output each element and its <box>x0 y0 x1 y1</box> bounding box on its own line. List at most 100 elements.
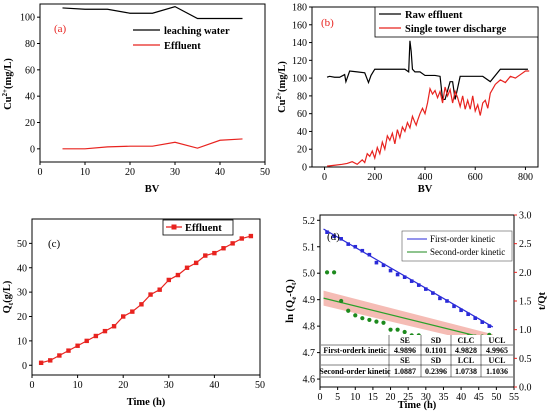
x-tick-label: 40 <box>209 380 219 391</box>
first-order-point <box>431 291 435 295</box>
first-order-point <box>424 287 428 291</box>
first-order-point <box>452 304 456 309</box>
data-point <box>203 253 208 258</box>
x-tick-label: 20 <box>118 380 128 391</box>
data-point <box>75 343 80 348</box>
chart-a-y-label: Cu2+(mg/L) <box>1 58 14 110</box>
data-point <box>221 246 226 251</box>
y2-tick-label: 0.0 <box>519 383 532 394</box>
first-order-point <box>438 296 442 301</box>
chart-b-series <box>326 40 530 167</box>
x-tick-label: 0 <box>318 392 323 403</box>
data-point <box>130 309 135 314</box>
y-tick-label: 60 <box>297 109 307 120</box>
x-tick-label: 20 <box>386 392 396 403</box>
chart-a-panel-label: (a) <box>54 23 67 35</box>
chart-c-panel-label: (c) <box>48 238 61 250</box>
chart-d-ticks: 0 5 10 15 20 25 30 35 40 45 50 55 4.6 4.7 4.8 4.9 5.0 5.1… <box>303 211 532 404</box>
data-point <box>48 358 53 363</box>
y2-tick-label: 3.0 <box>519 211 532 222</box>
x-tick-label: 0 <box>322 172 327 183</box>
chart-c-legend: Effluent <box>162 219 234 236</box>
chart-a: 0 10 20 30 40 50 0 20 40 60 80 100 (a) leaching wat… <box>1 3 270 195</box>
data-point <box>102 328 108 334</box>
y-tick-label: 4.9 <box>303 295 316 306</box>
chart-c-ticks: 0 10 20 30 40 50 0 10 20 30 40 50 <box>17 239 265 391</box>
table-r1-sd: 0.1101 <box>425 346 447 355</box>
x-tick-label: 50 <box>255 380 265 391</box>
data-point <box>230 241 235 246</box>
chart-c-x-label: Time (h) <box>127 397 166 408</box>
chart-a-ticks: 0 10 20 30 40 50 0 20 40 60 80 100 <box>20 13 270 178</box>
table-r2-lcl: 1.0738 <box>455 367 477 376</box>
first-order-fit-line <box>323 228 494 328</box>
first-order-point <box>445 299 449 303</box>
y-tick-label: 0 <box>22 361 27 372</box>
series-line-leaching-water <box>62 5 243 20</box>
data-point <box>248 233 254 239</box>
x-tick-label: 20 <box>125 167 135 178</box>
y-tick-label: 20 <box>17 312 27 323</box>
x-tick-label: 35 <box>438 392 448 403</box>
chart-d-y2-label: t/Qt <box>537 291 548 310</box>
x-tick-label: 10 <box>73 380 83 391</box>
legend-second-order: Second-order kinetic <box>430 247 505 257</box>
x-tick-label: 200 <box>367 172 382 183</box>
table-h2-lcl: LCL <box>458 356 474 365</box>
data-point <box>166 277 171 283</box>
first-order-point <box>374 260 379 265</box>
table-r2-sd: 0.2396 <box>425 367 447 376</box>
first-order-point <box>459 308 463 313</box>
y-tick-label: 120 <box>292 56 307 67</box>
first-order-point <box>466 312 470 317</box>
data-point <box>121 314 126 319</box>
x-tick-label: 0 <box>38 167 43 178</box>
first-order-point <box>480 320 485 324</box>
second-order-point <box>395 327 400 332</box>
chart-d-stats-table: SE SD CLC UCL First-orderk inetic 4.9896… <box>319 335 513 379</box>
legend-raw-effluent: Raw effluent <box>405 10 463 21</box>
x-tick-label: 40 <box>215 167 225 178</box>
data-point <box>212 250 217 256</box>
series-line-effluent <box>40 235 252 364</box>
table-h1-se: SE <box>400 336 410 345</box>
x-tick-label: 15 <box>368 392 378 403</box>
first-order-point <box>473 316 477 320</box>
y-tick-label: 20 <box>25 118 35 129</box>
chart-c-frame <box>31 218 261 376</box>
y-tick-label: 20 <box>297 145 307 156</box>
chart-d-legend: First-order kinetic Second-order kinetic <box>401 230 513 262</box>
table-h1-clc: CLC <box>458 336 475 345</box>
y-tick-label: 50 <box>17 239 27 250</box>
table-row2-label: Second-order kinetic <box>319 367 391 376</box>
second-order-point <box>332 270 337 275</box>
legend-effluent: Effluent <box>164 41 201 52</box>
table-h2-ucl: UCL <box>489 356 506 365</box>
second-order-point <box>360 316 365 321</box>
data-point <box>38 360 44 366</box>
data-point <box>111 324 117 329</box>
chart-d-confidence-band <box>323 290 493 346</box>
chart-d: 0 5 10 15 20 25 30 35 40 45 50 55 4.6 4.7 4.8 4.9 5.0 5.1… <box>285 211 548 412</box>
x-tick-label: 10 <box>80 167 90 178</box>
second-order-point <box>381 320 386 325</box>
chart-c: 0 10 20 30 40 50 0 10 20 30 40 50 (c) Effluent Time… <box>2 218 265 408</box>
y2-tick-label: 2.5 <box>519 239 532 250</box>
table-h2-se: SE <box>400 356 410 365</box>
series-line-effluent <box>62 138 243 150</box>
table-r2-se: 1.0887 <box>394 367 416 376</box>
table-h2-sd: SD <box>431 356 441 365</box>
table-r2-ucl: 1.1036 <box>486 367 508 376</box>
chart-c-series <box>38 233 254 366</box>
y2-tick-label: 0.5 <box>519 354 532 365</box>
second-order-point <box>388 327 393 332</box>
y-tick-label: 5.0 <box>303 269 316 280</box>
table-r1-se: 4.9896 <box>394 346 416 355</box>
data-point <box>157 287 162 292</box>
legend-effluent-c: Effluent <box>185 223 222 234</box>
chart-a-series <box>62 5 243 150</box>
second-order-point <box>339 298 344 304</box>
chart-a-legend: leaching water Effluent <box>133 26 230 52</box>
chart-b-y-label: Cu2+(mg/L) <box>275 61 288 113</box>
series-line-raw-effluent <box>326 40 528 101</box>
